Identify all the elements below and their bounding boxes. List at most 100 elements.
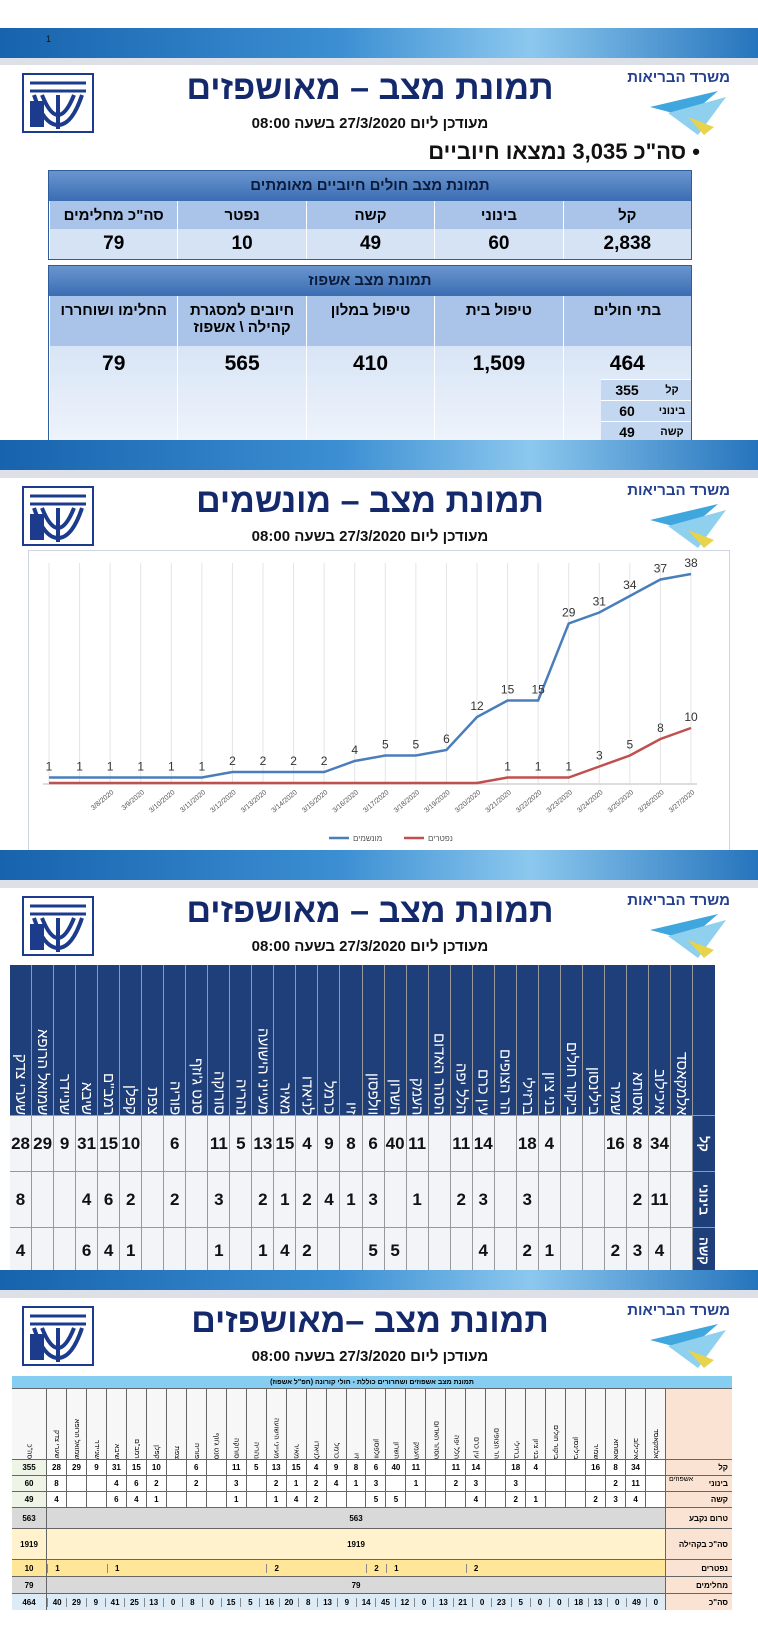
hospital-name: קפלן xyxy=(120,965,142,1115)
value-cell: 79 xyxy=(49,229,178,259)
value-cell: 29 xyxy=(32,1116,54,1171)
value-cell xyxy=(32,1172,54,1227)
header-row: בתי חולים טיפול בית טיפול במלון חיובים למסג… xyxy=(49,296,691,346)
row-values: 79 xyxy=(47,1577,665,1593)
value-cell xyxy=(318,1228,340,1273)
slide-2: • סה"כ 3,035 נמצאו חיוביים תמונת מצב חול… xyxy=(0,65,758,470)
data-label: 4 xyxy=(351,743,358,757)
value-cell: 2 xyxy=(296,1172,318,1227)
value-cell: 2 xyxy=(604,1228,626,1273)
value-cell xyxy=(326,1492,346,1507)
value-cell: 13 xyxy=(317,1597,336,1607)
group-label: אשפוזים xyxy=(669,1476,694,1483)
row-label: קשה xyxy=(693,1228,715,1273)
bird-graphic xyxy=(650,91,726,135)
value-cell xyxy=(604,1172,626,1227)
value-cell: 8 xyxy=(10,1172,32,1227)
data-label: 1 xyxy=(199,760,206,774)
value-cell: 28 xyxy=(47,1460,66,1475)
row-label: קל xyxy=(666,1460,732,1475)
value-cell xyxy=(526,1476,546,1491)
value-cell: 16 xyxy=(604,1116,626,1171)
value-cell: 14 xyxy=(356,1597,375,1607)
value-cell: 49 xyxy=(626,1597,645,1607)
breakdown-row: קשה 49 xyxy=(601,421,691,442)
value-cell xyxy=(206,1476,226,1491)
x-tick-label: 3/20/2020 xyxy=(454,789,482,814)
slide-header: משרד הבריאות תמונת מצב – מאושפזים מעודכן ל… xyxy=(0,65,758,137)
slide-footer-bar xyxy=(0,28,758,58)
ministry-logo xyxy=(22,486,94,546)
value-cell xyxy=(384,1172,406,1227)
hospital-name: מאיר xyxy=(286,1389,306,1459)
value-cell: 1,509 xyxy=(434,346,563,441)
hospital-name: הר הצופים xyxy=(486,1389,506,1459)
slide-footer-bar xyxy=(0,1270,758,1290)
value-cell xyxy=(670,1116,692,1171)
hospital-name: לניאדו xyxy=(296,965,318,1115)
data-label: 2 xyxy=(290,754,297,768)
value-cell: 9 xyxy=(85,1597,105,1607)
value-cell: 2 xyxy=(296,1228,318,1273)
hospital-name: סנט ג'וזף xyxy=(186,965,208,1115)
value-cell: 3 xyxy=(208,1172,230,1227)
x-tick-label: 3/19/2020 xyxy=(423,789,451,814)
value-cell: 8 xyxy=(182,1597,201,1607)
legend-label: נפטרים xyxy=(428,834,453,843)
breakdown-label: קל xyxy=(665,384,679,396)
value-cell: 2 xyxy=(516,1228,538,1273)
value-cell: 49 xyxy=(305,229,435,259)
value-cell: 16 xyxy=(586,1460,606,1475)
slide-1: 1 xyxy=(0,0,758,58)
value-cell: 5 xyxy=(240,1597,259,1607)
value-cell xyxy=(206,1460,226,1475)
data-label: 5 xyxy=(627,738,634,752)
table-title: תמונת מצב חולים חיוביים מאומתים xyxy=(49,171,691,201)
value-cell: 31 xyxy=(106,1460,126,1475)
value-cell: 5 xyxy=(386,1492,406,1507)
value-cell: 1 xyxy=(406,1476,426,1491)
hospital-name: שמיר xyxy=(586,1389,606,1459)
value-cell: 2 xyxy=(252,1172,274,1227)
value-cell: 10 xyxy=(120,1116,142,1171)
hospital-name: שמיר xyxy=(604,965,626,1115)
hospital-name: עין כרם xyxy=(466,1389,486,1459)
value-cell: 2 xyxy=(465,1563,486,1573)
value-cell: 3 xyxy=(366,1476,386,1491)
hospital-name: בני ציון xyxy=(538,965,560,1115)
value-cell: 9 xyxy=(54,1116,76,1171)
x-tick-label: 3/21/2020 xyxy=(484,789,512,814)
value-cell: 6 xyxy=(76,1228,98,1273)
value-cell xyxy=(494,1116,516,1171)
value-cell: 4 xyxy=(296,1116,318,1171)
value-cell: 2 xyxy=(450,1172,472,1227)
x-tick-label: 3/11/2020 xyxy=(179,789,207,814)
value-cell: 25 xyxy=(124,1597,143,1607)
value-cell xyxy=(560,1116,582,1171)
slide-header: משרד הבריאות תמונת מצב – מאושפזים מעודכן ל… xyxy=(0,888,758,960)
value-cell xyxy=(582,1228,604,1273)
data-label: 2 xyxy=(229,754,236,768)
hospital-name: כרמל xyxy=(318,965,340,1115)
slide-subtitle: מעודכן ליום 27/3/2020 בשעה 08:00 xyxy=(251,115,489,132)
value-cell: 3 xyxy=(362,1172,384,1227)
value-cell: 8 xyxy=(298,1597,317,1607)
ministry-name: משרד הבריאות xyxy=(627,1302,730,1319)
breakdown-label: קשה xyxy=(660,426,684,438)
slide-3: 3/8/2020 3/9/2020 3/10/2020 3/11/2020 3/12/2… xyxy=(0,478,758,880)
hospital-name: וולפסון xyxy=(366,1389,386,1459)
row-label: טרום נקבע xyxy=(666,1508,732,1528)
value-cell xyxy=(494,1228,516,1273)
value-cell xyxy=(186,1172,208,1227)
hospital-name: בילינסון xyxy=(566,1389,586,1459)
value-cell xyxy=(486,1460,506,1475)
value-cell: 6 xyxy=(106,1492,126,1507)
header-cell: קשה xyxy=(305,201,435,229)
value-cell: 2 xyxy=(266,1563,286,1573)
value-cell: 0 xyxy=(413,1597,433,1607)
value-cell: 34 xyxy=(626,1460,646,1475)
value-cell: 6 xyxy=(366,1460,386,1475)
series-line xyxy=(49,726,692,785)
hospital-name: זיו xyxy=(340,965,362,1115)
